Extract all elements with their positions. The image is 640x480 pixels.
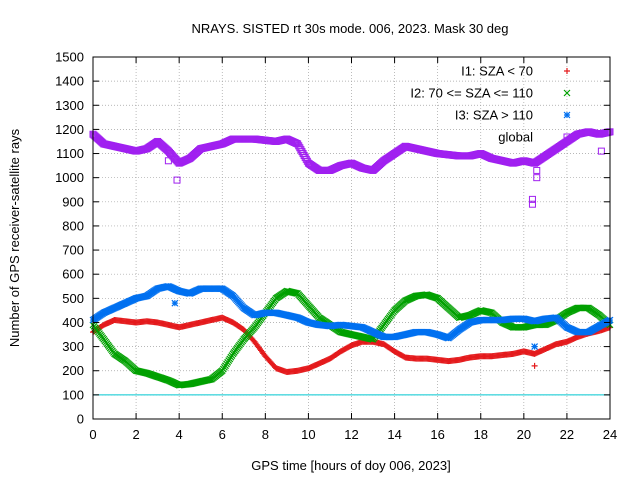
x-tick-label: 2 (132, 427, 139, 442)
data-point-outlier (597, 147, 605, 155)
y-tick-label: 700 (62, 243, 84, 258)
series-2 (89, 287, 614, 389)
y-tick-label: 900 (62, 194, 84, 209)
y-tick-label: 200 (62, 363, 84, 378)
data-point-outlier (173, 176, 181, 184)
plot-frame (92, 56, 611, 420)
legend-marker (563, 111, 571, 119)
grid (93, 57, 610, 419)
y-tick-label: 1400 (55, 74, 84, 89)
data-point-outlier (533, 166, 541, 174)
y-tick-label: 400 (62, 315, 84, 330)
x-tick-label: 20 (517, 427, 531, 442)
data-point-outlier (531, 343, 539, 351)
data-point-outlier (533, 174, 541, 182)
data-point-outlier (164, 157, 172, 165)
x-tick-label: 0 (89, 427, 96, 442)
y-tick-label: 1100 (56, 146, 84, 161)
y-tick-label: 100 (62, 387, 84, 402)
legend: I1: SZA < 70 I2: 70 <= SZA <= 110 I3: SZA … (410, 64, 571, 145)
y-tick-label: 1200 (55, 122, 84, 137)
y-tick-label: 0 (77, 412, 84, 427)
x-tick-label: 18 (474, 427, 488, 442)
legend-label: I2: 70 <= SZA <= 110 (410, 86, 533, 101)
data-point-outlier (531, 362, 538, 369)
y-tick-label: 1300 (55, 98, 84, 113)
y-tick-label: 800 (62, 218, 84, 233)
x-tick-label: 8 (262, 427, 269, 442)
x-tick-label: 12 (344, 427, 358, 442)
x-axis-label: GPS time [hours of doy 006, 2023] (251, 458, 450, 473)
y-tick-label: 500 (62, 291, 84, 306)
series-4 (89, 128, 614, 208)
x-tick-label: 22 (560, 427, 574, 442)
y-tick-label: 600 (62, 267, 84, 282)
data-marks (89, 128, 614, 389)
legend-label: global (498, 130, 533, 145)
data-point-outlier (171, 299, 179, 307)
legend-label: I1: SZA < 70 (461, 64, 533, 79)
x-tick-label: 6 (219, 427, 226, 442)
y-axis-label: Number of GPS receiver-satellite rays (7, 128, 22, 347)
x-tick-label: 24 (603, 427, 617, 442)
legend-marker (563, 133, 571, 141)
x-tick-label: 10 (301, 427, 315, 442)
x-tick-label: 16 (430, 427, 444, 442)
y-tick-label: 300 (62, 339, 84, 354)
legend-label: I3: SZA > 110 (455, 108, 533, 123)
x-tick-label: 14 (387, 427, 401, 442)
data-point-outlier (528, 195, 536, 203)
x-tick-label: 4 (176, 427, 183, 442)
y-tick-label: 1500 (55, 50, 84, 65)
data-point-outlier (528, 200, 536, 208)
chart-title: NRAYS. SISTED rt 30s mode. 006, 2023. Ma… (192, 21, 509, 36)
series-3 (89, 282, 614, 351)
legend-marker (563, 89, 571, 97)
legend-marker (564, 68, 570, 74)
y-tick-label: 1000 (55, 170, 84, 185)
